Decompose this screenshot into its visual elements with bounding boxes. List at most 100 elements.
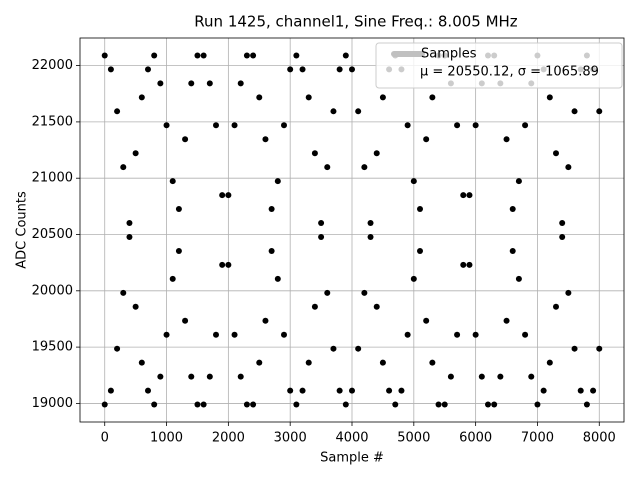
- y-tick-label: 21500: [32, 114, 73, 129]
- data-point: [417, 206, 423, 213]
- data-point: [120, 289, 127, 296]
- data-point: [559, 220, 566, 227]
- data-point: [503, 317, 510, 324]
- x-axis-label: Sample #: [320, 451, 384, 466]
- data-point: [478, 373, 485, 380]
- data-point: [213, 331, 219, 338]
- data-point: [163, 122, 170, 129]
- data-point: [287, 387, 294, 394]
- data-point: [262, 317, 269, 324]
- data-point: [373, 303, 380, 310]
- data-point: [250, 401, 257, 408]
- data-point: [522, 331, 529, 338]
- x-tick-label: 8000: [583, 431, 616, 446]
- data-point: [503, 136, 510, 143]
- data-point: [281, 122, 287, 129]
- data-point: [367, 220, 374, 227]
- data-point: [268, 247, 275, 254]
- data-point: [145, 66, 151, 73]
- data-point: [151, 401, 158, 408]
- data-point: [274, 178, 281, 185]
- data-point: [336, 66, 343, 73]
- data-point: [237, 80, 244, 87]
- data-point: [392, 401, 399, 408]
- data-point: [293, 52, 300, 59]
- data-point: [546, 94, 553, 101]
- data-point: [361, 164, 368, 171]
- data-point: [213, 122, 219, 129]
- data-point: [200, 401, 207, 408]
- data-point: [126, 233, 133, 240]
- data-point: [268, 206, 275, 213]
- data-point: [107, 66, 114, 73]
- data-point: [577, 387, 584, 394]
- data-point: [138, 359, 145, 366]
- data-point: [361, 289, 368, 296]
- data-point: [256, 359, 263, 366]
- data-point: [188, 373, 195, 380]
- data-point: [318, 233, 325, 240]
- legend: Samples μ = 20550.12, σ = 1065.89: [375, 42, 623, 89]
- data-point: [447, 373, 454, 380]
- data-point: [194, 52, 201, 59]
- data-point: [355, 345, 362, 352]
- data-point: [553, 150, 559, 157]
- data-point: [225, 261, 232, 268]
- data-point: [305, 94, 312, 101]
- data-point: [336, 387, 343, 394]
- data-point: [379, 94, 386, 101]
- legend-label: Samples: [421, 47, 477, 62]
- data-point: [157, 373, 164, 380]
- data-point: [281, 331, 287, 338]
- x-tick-label: 5000: [397, 431, 430, 446]
- data-point: [169, 275, 176, 282]
- data-point: [219, 261, 226, 268]
- data-point: [231, 122, 238, 129]
- data-point: [107, 387, 114, 394]
- x-tick-label: 6000: [459, 431, 492, 446]
- data-point: [423, 136, 430, 143]
- data-point: [485, 401, 491, 408]
- y-tick-label: 19500: [32, 340, 73, 355]
- data-point: [182, 317, 189, 324]
- data-point: [126, 220, 133, 227]
- y-axis-label: ADC Counts: [15, 191, 30, 269]
- data-point: [491, 401, 498, 408]
- data-point: [355, 108, 362, 115]
- data-point: [373, 150, 380, 157]
- data-point: [132, 303, 139, 310]
- data-point: [497, 373, 504, 380]
- data-point: [583, 401, 590, 408]
- data-point: [565, 164, 572, 171]
- data-point: [287, 66, 294, 73]
- data-point: [441, 401, 448, 408]
- x-tick-label: 4000: [335, 431, 368, 446]
- data-point: [466, 192, 473, 199]
- data-point: [379, 359, 386, 366]
- plot-frame: [79, 37, 625, 423]
- data-point: [114, 345, 121, 352]
- data-point: [435, 401, 442, 408]
- data-point: [509, 206, 516, 213]
- data-point: [101, 401, 108, 408]
- data-point: [571, 345, 578, 352]
- data-point: [225, 192, 232, 199]
- data-point: [175, 206, 182, 213]
- data-point: [157, 80, 164, 87]
- data-point: [546, 359, 553, 366]
- data-point: [460, 261, 467, 268]
- data-point: [540, 387, 547, 394]
- data-point: [404, 331, 411, 338]
- data-point: [342, 52, 349, 59]
- y-tick-label: 21000: [32, 171, 73, 186]
- data-point: [472, 331, 479, 338]
- data-point: [311, 150, 318, 157]
- data-point: [330, 345, 337, 352]
- data-point: [553, 303, 559, 310]
- data-point: [114, 108, 121, 115]
- data-point: [515, 178, 522, 185]
- data-point: [237, 373, 244, 380]
- data-point: [410, 178, 417, 185]
- data-point: [472, 122, 479, 129]
